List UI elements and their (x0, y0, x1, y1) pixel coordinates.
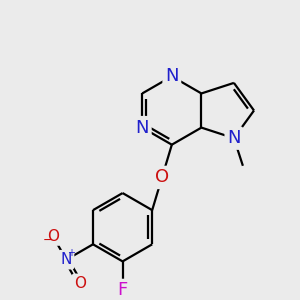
Text: N: N (165, 68, 178, 85)
Text: O: O (74, 276, 86, 291)
Text: N: N (227, 129, 241, 147)
Text: O: O (47, 229, 59, 244)
Text: O: O (155, 168, 169, 186)
Text: F: F (118, 281, 128, 299)
Text: N: N (61, 252, 72, 267)
Text: −: − (43, 234, 53, 247)
Text: +: + (67, 248, 75, 258)
Text: N: N (136, 118, 149, 136)
